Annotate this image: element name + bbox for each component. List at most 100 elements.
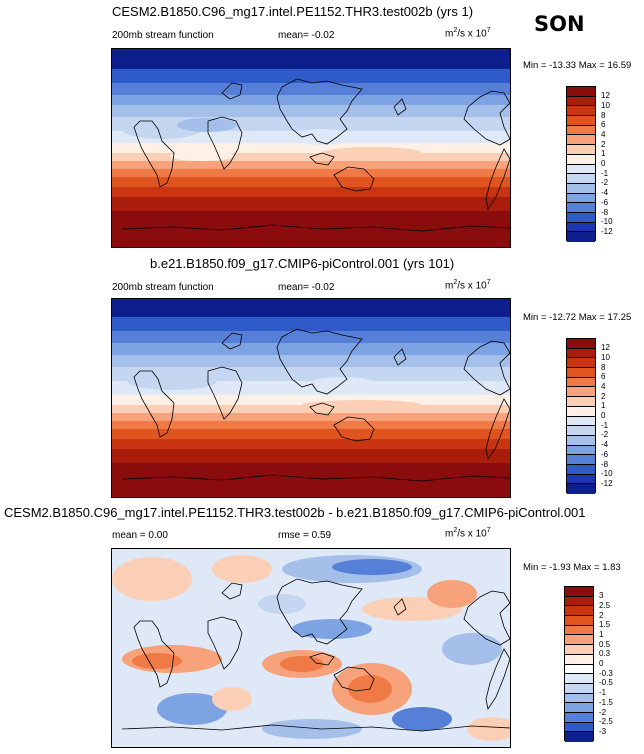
colorbar-segment (567, 484, 595, 494)
colorbar-segment (565, 683, 593, 694)
colorbar-tick-label: 6 (601, 372, 606, 382)
colorbar-segment (567, 116, 595, 126)
colorbar-segment (565, 703, 593, 713)
colorbar-segment (567, 474, 595, 485)
panel-diff-map (111, 548, 511, 748)
colorbar-tick-label: -2 (601, 430, 609, 440)
colorbar-tick-label: -6 (601, 197, 609, 207)
colorbar-segment (567, 222, 595, 233)
colorbar-tick-label: 12 (601, 91, 610, 101)
colorbar-tick-label: 4 (601, 130, 606, 139)
colorbar-tick-label: -10 (601, 217, 613, 227)
panel-diff-title: CESM2.B1850.C96_mg17.intel.PE1152.THR3.t… (4, 505, 586, 520)
colorbar-segment (567, 406, 595, 417)
colorbar-segment (565, 732, 593, 742)
colorbar-segment (567, 212, 595, 223)
colorbar-tick-label: 1 (601, 149, 606, 159)
colorbar-segment (567, 106, 595, 117)
panel-mid-colorbar (566, 338, 596, 494)
colorbar-tick-label: 10 (601, 100, 610, 110)
colorbar-tick-label: 10 (601, 352, 610, 362)
panel-mid-variable-label: 200mb stream function (112, 282, 214, 293)
colorbar-segment (565, 722, 593, 733)
colorbar-tick-label: -0.5 (599, 678, 613, 688)
colorbar-tick-label: 4 (601, 382, 606, 391)
colorbar-segment (565, 664, 593, 675)
colorbar-segment (567, 183, 595, 194)
colorbar-segment (565, 693, 593, 704)
colorbar-tick-label: -8 (601, 459, 609, 469)
colorbar-tick-label: 8 (601, 362, 606, 372)
colorbar-segment (567, 377, 595, 388)
panel-top-title: CESM2.B1850.C96_mg17.intel.PE1152.THR3.t… (112, 4, 474, 19)
colorbar-tick-label: 0.3 (599, 649, 611, 659)
colorbar-segment (565, 606, 593, 617)
colorbar-segment (567, 464, 595, 475)
colorbar-tick-label: -1 (601, 420, 609, 430)
colorbar-tick-label: 1 (601, 401, 606, 411)
colorbar-tick-label: -1 (599, 688, 607, 698)
colorbar-segment (567, 387, 595, 398)
panel-top-mean-label: mean= -0.02 (278, 30, 335, 41)
colorbar-tick-label: -12 (601, 478, 613, 488)
colorbar-segment (567, 174, 595, 184)
panel-mid-map (111, 298, 511, 498)
colorbar-tick-label: 3 (599, 591, 604, 601)
colorbar-tick-label: -2.5 (599, 717, 613, 727)
colorbar-segment (567, 135, 595, 146)
panel-top-colorbar (566, 86, 596, 242)
colorbar-tick-label: 0 (601, 159, 606, 168)
colorbar-segment (567, 348, 595, 359)
panel-mid-mean-label: mean= -0.02 (278, 282, 335, 293)
colorbar-segment (565, 645, 593, 655)
colorbar-segment (565, 596, 593, 607)
colorbar-segment (565, 587, 593, 597)
colorbar-segment (565, 674, 593, 684)
colorbar-tick-label: -1 (601, 168, 609, 178)
colorbar-tick-label: -10 (601, 469, 613, 479)
colorbar-tick-label: 2 (599, 610, 604, 620)
panel-diff-colorbar-labels: 3 2.5 2 1.5 1 0.5 0.3 0 -0.3 -0.5 -1 -1.… (599, 586, 629, 741)
colorbar-tick-label: 1.5 (599, 620, 611, 630)
panel-mid-title: b.e21.B1850.f09_g17.CMIP6-piControl.001 … (150, 256, 455, 271)
season-label: SON (534, 12, 585, 36)
colorbar-segment (567, 426, 595, 436)
panel-mid-colorbar-labels: 12 10 8 6 4 2 1 0 -1 -2 -4 -6 -8 -10 -12 (601, 338, 631, 493)
colorbar-segment (567, 445, 595, 456)
colorbar-segment (567, 145, 595, 155)
colorbar-tick-label: -1.5 (599, 697, 613, 707)
panel-diff-mean-label: mean = 0.00 (112, 530, 168, 541)
colorbar-segment (567, 193, 595, 204)
colorbar-segment (565, 625, 593, 636)
colorbar-tick-label: 0 (601, 411, 606, 420)
colorbar-segment (567, 232, 595, 242)
colorbar-segment (567, 368, 595, 378)
colorbar-tick-label: -6 (601, 449, 609, 459)
colorbar-tick-label: -2 (601, 178, 609, 188)
colorbar-segment (567, 87, 595, 97)
colorbar-tick-label: -8 (601, 207, 609, 217)
colorbar-tick-label: 2 (601, 391, 606, 401)
colorbar-tick-label: 2.5 (599, 600, 611, 610)
panel-top-colorbar-labels: 12 10 8 6 4 2 1 0 -1 -2 -4 -6 -8 -10 -12 (601, 86, 631, 241)
colorbar-tick-label: 8 (601, 110, 606, 120)
colorbar-tick-label: -12 (601, 226, 613, 236)
panel-diff-units: m2/s x 107 (445, 527, 491, 540)
colorbar-tick-label: -3 (599, 726, 607, 736)
colorbar-tick-label: 1 (599, 630, 604, 639)
colorbar-tick-label: 0.5 (599, 639, 611, 649)
colorbar-segment (567, 164, 595, 175)
colorbar-tick-label: 6 (601, 120, 606, 130)
panel-top-minmax: Min = -13.33 Max = 16.59 (523, 60, 632, 71)
colorbar-segment (567, 435, 595, 446)
panel-diff-rmse-label: rmse = 0.59 (278, 530, 332, 541)
colorbar-segment (567, 339, 595, 349)
panel-mid-units: m2/s x 107 (445, 279, 491, 292)
colorbar-segment (567, 416, 595, 427)
colorbar-segment (565, 654, 593, 665)
colorbar-segment (567, 154, 595, 165)
colorbar-segment (567, 455, 595, 465)
panel-mid-minmax: Min = -12.72 Max = 17.25 (523, 312, 632, 323)
colorbar-tick-label: -4 (601, 440, 609, 450)
panel-top-map (111, 48, 511, 248)
